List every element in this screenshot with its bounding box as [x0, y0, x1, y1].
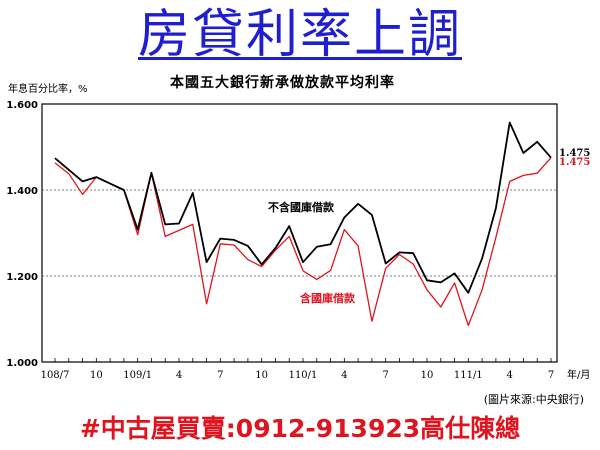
- x-tick-label: 10: [421, 370, 434, 381]
- chart-title: 本國五大銀行新承做放款平均利率: [170, 75, 395, 91]
- end-label-incl-treasury: 1.475: [559, 157, 590, 168]
- y-axis-unit-label: 年息百分比率，%: [8, 84, 88, 95]
- x-tick-label: 4: [176, 370, 182, 381]
- series-label-incl-treasury: 含國庫借款: [299, 291, 356, 305]
- x-tick-label: 10: [255, 370, 268, 381]
- series-line-incl-treasury: [54, 157, 552, 327]
- x-tick-label: 110/1: [289, 370, 318, 381]
- series-label-excl-treasury: 不含國庫借款: [268, 200, 335, 214]
- y-tick-label: 1.600: [6, 100, 38, 111]
- chart-source-note: (圖片來源:中央銀行): [483, 393, 584, 406]
- x-tick-label: 7: [548, 370, 554, 381]
- x-tick-label: 4: [341, 370, 347, 381]
- x-tick-label: 4: [506, 370, 512, 381]
- series-line-excl-treasury: [54, 121, 552, 294]
- y-tick-label: 1.400: [6, 186, 38, 197]
- footer-ad-text: #中古屋買賣:0912-913923高仕陳總: [79, 414, 521, 443]
- x-tick-label: 109/1: [123, 370, 152, 381]
- x-tick-label: 7: [382, 370, 388, 381]
- x-axis-label: 年/月: [567, 368, 590, 381]
- x-tick-label: 10: [90, 370, 103, 381]
- y-tick-label: 1.000: [6, 358, 38, 369]
- banner-title-text: 房貸利率上調: [137, 5, 462, 65]
- banner-title: 房貸利率上調: [0, 0, 600, 70]
- y-tick-label: 1.200: [6, 272, 38, 283]
- end-label-excl-treasury: 1.475: [559, 148, 590, 159]
- plot-frame: [41, 103, 558, 363]
- x-tick-label: 7: [217, 370, 223, 381]
- x-tick-label: 108/7: [41, 370, 70, 381]
- x-tick-label: 111/1: [454, 370, 483, 381]
